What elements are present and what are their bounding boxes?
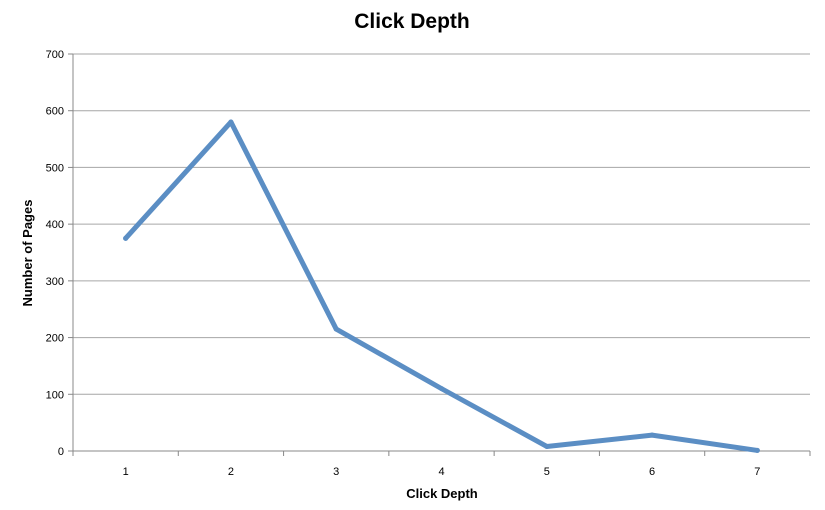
y-tick-label: 700 — [46, 49, 64, 61]
y-tick-label: 300 — [46, 276, 64, 288]
x-tick-label: 4 — [438, 466, 444, 478]
x-tick-label: 3 — [333, 466, 339, 478]
y-tick-label: 600 — [46, 106, 64, 118]
y-tick-label: 500 — [46, 162, 64, 174]
axes — [72, 54, 810, 452]
x-axis-title: Click Depth — [406, 486, 478, 501]
x-tick-label: 1 — [123, 466, 129, 478]
y-tick-label: 0 — [58, 446, 64, 458]
y-axis-title: Number of Pages — [20, 200, 35, 307]
data-point — [333, 326, 339, 332]
x-axis-ticks: 1 2 3 4 5 6 7 — [72, 451, 811, 478]
y-tick-label: 200 — [46, 333, 64, 345]
gridlines — [73, 53, 810, 395]
series-line — [123, 119, 760, 453]
data-point — [123, 235, 129, 241]
data-point — [754, 447, 760, 453]
data-point — [649, 432, 655, 438]
x-tick-label: 7 — [754, 466, 760, 478]
x-tick-label: 5 — [544, 466, 550, 478]
x-tick-label: 2 — [228, 466, 234, 478]
data-point — [439, 386, 444, 392]
chart-title: Click Depth — [354, 10, 470, 33]
y-axis-ticks: 0 100 200 300 400 500 600 700 — [46, 49, 73, 458]
data-point — [228, 119, 234, 125]
series-layer — [123, 119, 760, 453]
data-point — [544, 443, 550, 449]
y-tick-label: 100 — [46, 389, 64, 401]
x-tick-label: 6 — [649, 466, 655, 478]
y-tick-label: 400 — [46, 219, 64, 231]
